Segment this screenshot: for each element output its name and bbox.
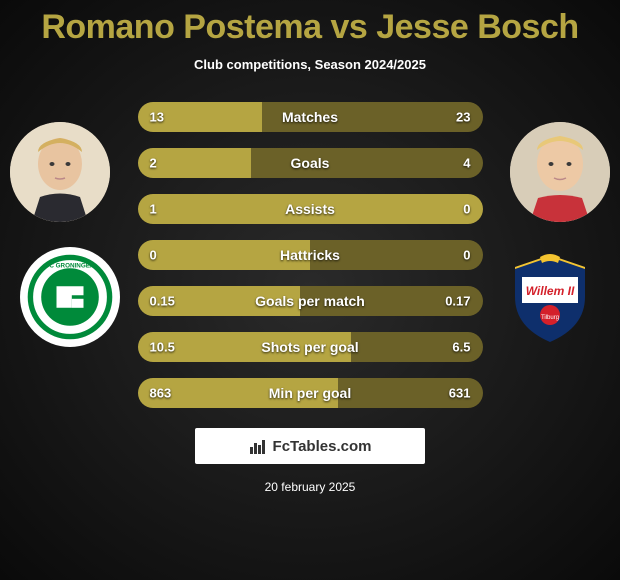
club-right-logo: Willem II Tilburg <box>500 247 600 347</box>
footer-date: 20 february 2025 <box>0 480 620 494</box>
stat-value-left: 2 <box>150 156 157 171</box>
chart-icon <box>249 437 267 455</box>
stat-value-right: 23 <box>456 110 470 125</box>
stat-row: Goals per match 0.15 0.17 <box>138 286 483 316</box>
brand-text: FcTables.com <box>273 438 372 455</box>
stat-label: Min per goal <box>269 385 351 401</box>
stats-bars: Matches 13 23 Goals 2 4 Assists 1 0 Hattricks 0 0 Go… <box>138 102 483 408</box>
stat-row: Min per goal 863 631 <box>138 378 483 408</box>
groningen-logo-icon: FC GRONINGEN <box>25 252 115 342</box>
svg-text:FC GRONINGEN: FC GRONINGEN <box>46 262 95 269</box>
stat-value-right: 6.5 <box>452 340 470 355</box>
stat-value-left: 10.5 <box>150 340 175 355</box>
stat-row: Assists 1 0 <box>138 194 483 224</box>
stat-value-right: 0.17 <box>445 294 470 309</box>
stat-value-right: 631 <box>449 386 471 401</box>
player-right-avatar <box>510 122 610 222</box>
stat-label: Assists <box>285 201 335 217</box>
stat-label: Matches <box>282 109 338 125</box>
stat-value-right: 0 <box>463 248 470 263</box>
bar-fill-right <box>251 148 482 178</box>
comparison-content: FC GRONINGEN Willem II Tilburg Matches 13… <box>0 102 620 408</box>
player-right-face-icon <box>510 122 610 222</box>
stat-label: Goals per match <box>255 293 365 309</box>
subtitle: Club competitions, Season 2024/2025 <box>0 57 620 72</box>
stat-value-left: 1 <box>150 202 157 217</box>
willem-logo-icon: Willem II Tilburg <box>500 247 600 347</box>
page-title: Romano Postema vs Jesse Bosch <box>0 0 620 47</box>
player-left-avatar <box>10 122 110 222</box>
stat-value-left: 0 <box>150 248 157 263</box>
stat-label: Hattricks <box>280 247 340 263</box>
stat-value-right: 4 <box>463 156 470 171</box>
stat-label: Shots per goal <box>261 339 358 355</box>
club-left-logo: FC GRONINGEN <box>20 247 120 347</box>
svg-text:Tilburg: Tilburg <box>541 315 559 321</box>
stat-row: Hattricks 0 0 <box>138 240 483 270</box>
brand-badge: FcTables.com <box>195 428 425 464</box>
stat-label: Goals <box>291 155 330 171</box>
stat-row: Matches 13 23 <box>138 102 483 132</box>
stat-value-left: 0.15 <box>150 294 175 309</box>
stat-row: Goals 2 4 <box>138 148 483 178</box>
stat-row: Shots per goal 10.5 6.5 <box>138 332 483 362</box>
player-left-face-icon <box>10 122 110 222</box>
stat-value-right: 0 <box>463 202 470 217</box>
svg-text:Willem II: Willem II <box>526 284 575 298</box>
stat-value-left: 863 <box>150 386 172 401</box>
stat-value-left: 13 <box>150 110 164 125</box>
